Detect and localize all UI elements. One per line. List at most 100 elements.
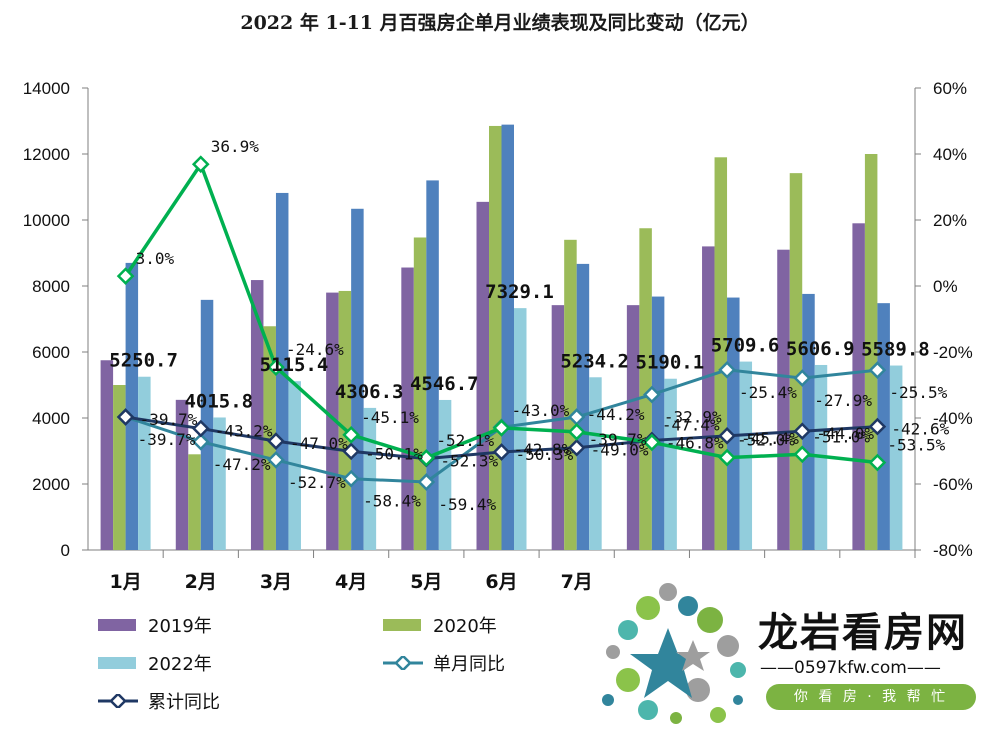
house-logo-icon <box>602 583 746 724</box>
line-value-label: -47.0% <box>290 434 348 453</box>
right-tick-label: -20% <box>933 343 973 362</box>
line-value-label: -52.7% <box>288 473 346 492</box>
marker-单月同比-3 <box>342 469 360 488</box>
marker-单月同比-2 <box>267 451 285 469</box>
marker-单月同比-8 <box>718 360 736 379</box>
marker-单月同比-4 <box>417 473 436 491</box>
line-value-label: -43.0% <box>512 401 570 420</box>
labels-layer: 5250.7 4015.8 5115.4 4306.3 4546.7 7329.1 5234… <box>109 137 949 514</box>
line-value-label: -58.4% <box>363 492 421 511</box>
line-value-label: -52.0% <box>737 431 795 450</box>
legend-label-cumulative-yoy: 累计同比 <box>148 692 220 713</box>
legend-swatch-cumulative-yoy <box>98 694 138 708</box>
marker-单月同比-6 <box>567 408 586 426</box>
bar-2020年-6 <box>564 239 577 551</box>
line-value-label: -25.4% <box>739 383 797 402</box>
bar-2020年-5 <box>489 125 502 550</box>
line-value-label: -46.8% <box>666 433 724 452</box>
line-value-label: -53.5% <box>887 436 945 455</box>
watermark-url: ——0597kfw.com—— <box>760 658 941 678</box>
bar-2020年-7 <box>639 228 652 550</box>
category-label: 5月 <box>410 571 442 593</box>
marker-单月同比-7 <box>643 385 661 404</box>
right-tick-label: 60% <box>933 79 967 98</box>
bar-2019年-7 <box>626 305 640 550</box>
line-value-label: -25.5% <box>889 383 947 402</box>
line-value-label: -44.0% <box>816 424 874 443</box>
watermark-title: 龙岩看房网 <box>758 610 968 656</box>
bar-value-label: 4306.3 <box>335 381 404 403</box>
left-tick-label: 12000 <box>23 145 70 164</box>
line-value-label: -24.6% <box>286 340 344 359</box>
bar-2020年-2 <box>263 326 276 550</box>
bar-value-label: 5234.2 <box>560 350 629 372</box>
legend-item-2020: 2020年 <box>383 612 497 638</box>
line-value-label: 3.0% <box>136 249 175 268</box>
line-value-label: -50.3% <box>516 445 574 464</box>
legend-item-2019: 2019年 <box>98 612 212 638</box>
bars-layer <box>100 124 903 551</box>
left-tick-label: 14000 <box>23 79 70 98</box>
bar-2021年-5 <box>501 124 514 550</box>
category-label: 3月 <box>260 571 292 593</box>
bar-2019年-3 <box>326 292 339 550</box>
bar-value-label: 5190.1 <box>636 352 705 374</box>
line-value-label: -51.0% <box>812 427 870 446</box>
right-tick-label: -60% <box>933 475 973 494</box>
bar-2019年-5 <box>476 201 489 550</box>
marker-green-yoy-10 <box>868 453 887 472</box>
bar-2019年-2 <box>250 280 264 550</box>
line-value-label: -43.2% <box>215 422 273 441</box>
left-tick-label: 0 <box>61 541 70 560</box>
left-tick-label: 10000 <box>23 211 70 230</box>
bar-value-label: 5709.6 <box>711 335 780 357</box>
bar-value-label: 5115.4 <box>260 354 329 376</box>
right-tick-label: 40% <box>933 145 967 164</box>
right-tick-label: 0% <box>933 277 958 296</box>
bar-2019年-10 <box>852 223 865 551</box>
marker-green-yoy-8 <box>718 448 736 467</box>
legend-swatch-monthly-yoy <box>383 656 423 670</box>
bar-2019年-0 <box>100 360 114 550</box>
line-value-label: -49.0% <box>591 441 649 460</box>
bar-2019年-8 <box>702 246 715 550</box>
legend-label-monthly-yoy: 单月同比 <box>433 654 505 675</box>
category-label: 6月 <box>485 571 517 593</box>
line-value-label: -39.7% <box>140 410 198 429</box>
line-value-label: 36.9% <box>211 137 260 156</box>
line-value-label: -39.7% <box>589 430 647 449</box>
bar-2020年-9 <box>789 173 803 550</box>
bar-2021年-1 <box>200 299 214 550</box>
bar-2020年-8 <box>714 157 728 551</box>
category-label: 4月 <box>335 571 367 593</box>
bar-2021年-9 <box>802 293 815 550</box>
bar-value-label: 4546.7 <box>410 373 479 395</box>
bar-2022年-6 <box>589 377 602 550</box>
legend-label-2019: 2019年 <box>148 616 212 637</box>
marker-green-yoy-1 <box>191 155 210 174</box>
marker-green-yoy-3 <box>342 425 360 444</box>
category-label: 1月 <box>109 571 141 593</box>
axes-layer: 0 2000 4000 6000 8000 10000 12000 14000 -80% -60%… <box>23 79 973 593</box>
chart-title: 2022 年 1-11 月百强房企单月业绩表现及同比变动（亿元） <box>240 12 760 34</box>
marker-green-yoy-5 <box>492 419 511 437</box>
marker-green-yoy-0 <box>116 267 135 285</box>
marker-累计同比-8 <box>718 426 736 445</box>
line-value-label: -59.4% <box>438 495 496 514</box>
line-value-label: -42.6% <box>891 420 949 439</box>
left-tick-label: 2000 <box>32 475 70 494</box>
marker-green-yoy-6 <box>567 423 586 441</box>
legend-label-2020: 2020年 <box>433 616 497 637</box>
bar-value-label: 4015.8 <box>184 390 253 412</box>
line-value-label: -44.2% <box>587 405 645 424</box>
legend-label-2022: 2022年 <box>148 654 212 675</box>
bar-2022年-0 <box>138 376 151 550</box>
legend-swatch-2020 <box>383 619 421 631</box>
legend-item-monthly-yoy: 单月同比 <box>383 650 505 676</box>
legend-swatch-2019 <box>98 619 136 631</box>
bar-2020年-10 <box>864 154 878 550</box>
line-value-label: -42.8% <box>514 440 572 459</box>
line-value-label: -50.1% <box>365 444 423 463</box>
line-value-label: -45.1% <box>361 408 419 427</box>
